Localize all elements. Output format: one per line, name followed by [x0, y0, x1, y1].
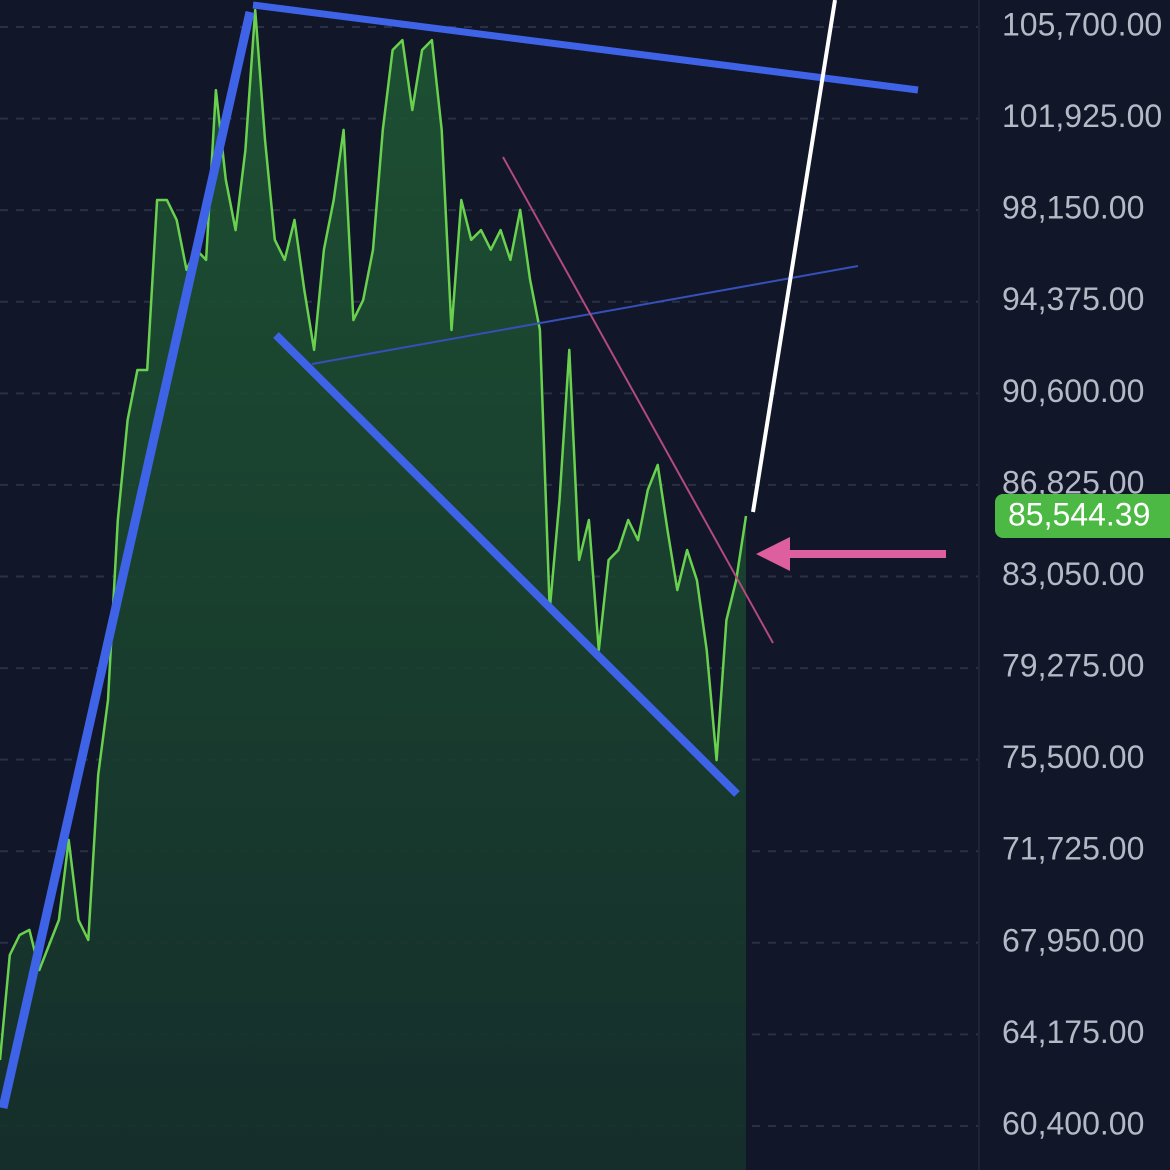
y-tick-label: 71,725.00	[1002, 831, 1144, 867]
trend-line	[273, 332, 740, 797]
y-tick-label: 83,050.00	[1002, 556, 1144, 592]
y-tick-label: 60,400.00	[1002, 1105, 1144, 1141]
y-tick-label: 90,600.00	[1002, 373, 1144, 409]
projection-line	[751, 0, 837, 513]
y-tick-label: 105,700.00	[1002, 6, 1162, 42]
y-tick-label: 98,150.00	[1002, 190, 1144, 226]
y-tick-label: 67,950.00	[1002, 922, 1144, 958]
y-tick-label: 94,375.00	[1002, 281, 1144, 317]
arrow-head	[756, 537, 790, 571]
trend-line	[311, 265, 859, 365]
y-tick-label: 64,175.00	[1002, 1014, 1144, 1050]
current-price-label: 85,544.39	[1008, 496, 1150, 532]
trend-line	[0, 11, 255, 1109]
y-tick-label: 79,275.00	[1002, 648, 1144, 684]
trend-line	[252, 1, 919, 94]
y-tick-label: 101,925.00	[1002, 98, 1162, 134]
y-tick-label: 75,500.00	[1002, 739, 1144, 775]
trend-line	[502, 156, 774, 644]
drawings	[0, 0, 946, 1109]
current-price-box	[995, 493, 1170, 538]
price-line	[0, 8, 748, 1061]
